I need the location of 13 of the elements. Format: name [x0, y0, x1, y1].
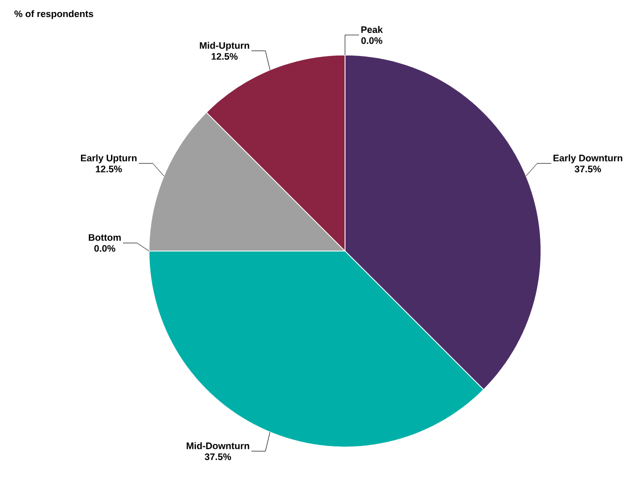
text: 0.0%: [361, 37, 382, 44]
category-label: Bottom: [88, 234, 121, 241]
chart-title: % of respondents: [14, 10, 94, 20]
data-label: 12.5%: [212, 53, 238, 60]
slice-label: Early Upturn: [80, 154, 137, 164]
data-label: 37.5%: [204, 453, 232, 460]
slice-label: Early Downturn: [554, 154, 622, 164]
slice-label: Mid-Upturn: [200, 42, 250, 51]
data-label: 37.5%: [574, 166, 602, 172]
data-label: 12.5%: [96, 166, 122, 172]
category-label: Peak: [361, 26, 383, 33]
text: 0.0%: [94, 245, 116, 252]
slice-label: Mid-Downturn: [186, 442, 250, 450]
